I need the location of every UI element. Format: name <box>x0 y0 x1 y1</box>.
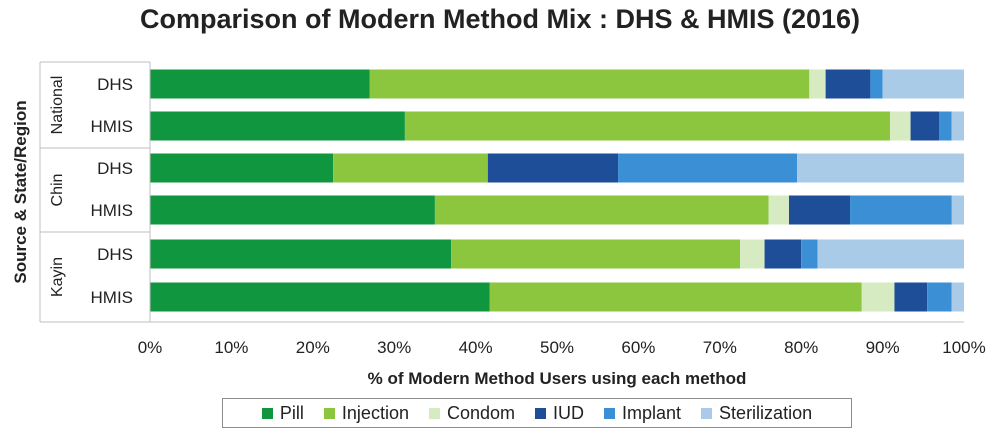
group-label: National <box>49 76 66 135</box>
bar-segment-implant <box>801 239 818 269</box>
bar-segment-injection <box>369 69 810 99</box>
legend-swatch <box>261 407 273 419</box>
x-tick-label: 10% <box>214 338 248 357</box>
x-tick-label: 20% <box>296 338 330 357</box>
bar-category-label: HMIS <box>91 288 134 307</box>
bars-layer <box>150 69 964 312</box>
bar-segment-pill <box>150 239 452 269</box>
bar-segment-pill <box>150 195 435 225</box>
legend-label: Implant <box>622 402 682 423</box>
bar-segment-implant <box>870 69 883 99</box>
legend-item: Condom <box>428 402 516 424</box>
bar-segment-iud <box>788 195 851 225</box>
bar-segment-implant <box>939 111 952 141</box>
bar-segment-implant <box>927 282 952 312</box>
bar-segment-implant <box>850 195 952 225</box>
x-axis-title: % of Modern Method Users using each meth… <box>368 369 747 388</box>
bar-segment-pill <box>150 111 405 141</box>
legend-item: Pill <box>261 402 304 424</box>
bar-segment-injection <box>451 239 741 269</box>
axis-layer <box>39 61 964 323</box>
bar-segment-sterilization <box>797 153 964 183</box>
legend-swatch <box>323 407 335 419</box>
legend-item: IUD <box>535 403 584 424</box>
stacked-bar-chart: 0% 10% 20% 30% 40% 50% 60% 70% 80% 90% 100% DHS HMIS… <box>11 61 986 388</box>
bar-segment-iud <box>825 69 871 99</box>
legend-label: IUD <box>553 402 585 423</box>
bar-segment-iud <box>487 153 619 183</box>
x-tick-label: 50% <box>540 338 574 357</box>
legend-label: Condom <box>446 402 516 423</box>
legend-swatch <box>535 407 547 419</box>
bar-segment-condom <box>861 282 895 312</box>
legend: Pill Injection Condom IUD Implant Sterilizati… <box>222 398 852 428</box>
bar-segment-pill <box>150 69 370 99</box>
x-tick-label: 30% <box>377 338 411 357</box>
bar-segment-sterilization <box>951 111 964 141</box>
legend-label: Pill <box>279 402 304 423</box>
x-tick-label: 40% <box>459 338 493 357</box>
bar-category-label: DHS <box>97 159 133 178</box>
bar-segment-injection <box>404 111 890 141</box>
group-label: Kayin <box>49 257 66 297</box>
bar-segment-condom <box>768 195 789 225</box>
x-tick-label: 90% <box>866 338 900 357</box>
group-label: Chin <box>49 174 66 207</box>
legend-item: Implant <box>604 403 681 424</box>
bar-segment-sterilization <box>817 239 964 269</box>
bar-segment-sterilization <box>951 282 964 312</box>
bar-segment-injection <box>333 153 488 183</box>
bar-segment-iud <box>764 239 802 269</box>
bar-segment-condom <box>890 111 911 141</box>
x-tick-label: 100% <box>942 338 985 357</box>
bar-segment-injection <box>489 282 862 312</box>
legend-swatch <box>701 407 713 419</box>
legend-swatch <box>428 407 440 419</box>
legend-swatch <box>604 407 616 419</box>
labels-layer: 0% 10% 20% 30% 40% 50% 60% 70% 80% 90% 100% DHS HMIS… <box>11 75 986 388</box>
x-tick-label: 70% <box>703 338 737 357</box>
bar-category-label: DHS <box>97 245 133 264</box>
bar-segment-sterilization <box>882 69 964 99</box>
legend-label: Injection <box>341 402 409 423</box>
bar-segment-implant <box>618 153 798 183</box>
bar-segment-pill <box>150 282 490 312</box>
bar-category-label: HMIS <box>91 117 134 136</box>
bar-segment-iud <box>910 111 940 141</box>
bar-segment-condom <box>740 239 765 269</box>
x-tick-label: 0% <box>138 338 163 357</box>
legend-item: Sterilization <box>701 403 812 424</box>
bar-category-label: DHS <box>97 75 133 94</box>
x-tick-label: 80% <box>784 338 818 357</box>
bar-segment-injection <box>434 195 769 225</box>
chart-title: Comparison of Modern Method Mix : DHS & … <box>139 4 861 34</box>
x-tick-label: 60% <box>621 338 655 357</box>
bar-segment-condom <box>809 69 826 99</box>
legend-label: Sterilization <box>719 402 813 423</box>
legend-item: Injection <box>323 402 409 424</box>
y-axis-title: Source & State/Region <box>11 100 30 283</box>
bar-segment-sterilization <box>951 195 964 225</box>
bar-segment-pill <box>150 153 334 183</box>
bar-segment-iud <box>894 282 928 312</box>
bar-category-label: HMIS <box>91 201 134 220</box>
